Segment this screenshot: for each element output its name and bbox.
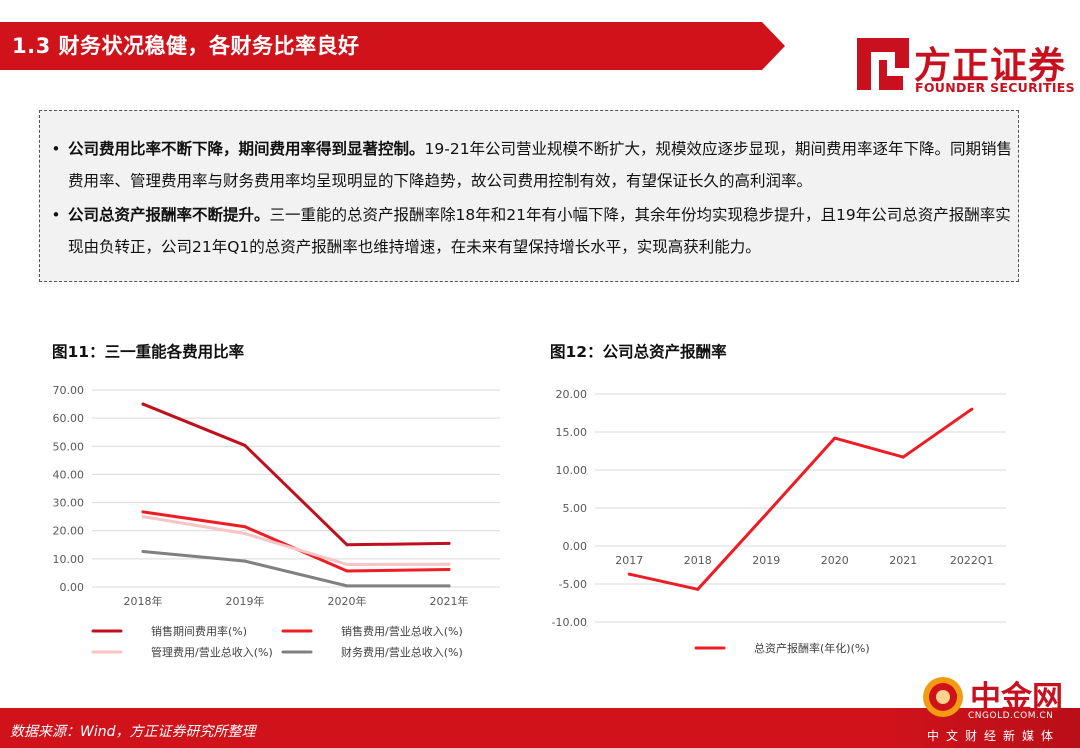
data-point: [141, 402, 145, 406]
y-tick-label: 10.00: [556, 464, 588, 477]
x-tick-label: 2019年: [226, 594, 265, 608]
y-tick-label: 40.00: [53, 468, 85, 481]
data-point: [627, 572, 631, 576]
x-tick-label: 2021年: [430, 594, 469, 608]
x-tick-label: 2021: [889, 554, 917, 567]
data-point: [345, 543, 349, 547]
y-tick-label: -5.00: [559, 578, 587, 591]
y-tick-label: 70.00: [53, 384, 85, 397]
bullet-dot-icon: •: [51, 140, 61, 158]
footer-bar: [0, 708, 1080, 748]
watermark-subtitle: 中文财经新媒体: [927, 729, 1061, 743]
data-point: [447, 584, 451, 588]
series-line-1: [627, 407, 974, 591]
y-tick-label: 30.00: [53, 497, 85, 510]
legend-label: 总资产报酬率(年化)(%): [754, 641, 870, 655]
source-note: 数据来源：Wind，方正证券研究所整理: [10, 724, 256, 740]
series-line-4: [141, 550, 451, 588]
data-point: [901, 455, 905, 459]
y-tick-label: 0.00: [60, 581, 85, 594]
bullet-text: 公司费用比率不断下降，期间费用率得到显著控制。19-21年公司营业规模不断扩大，…: [68, 133, 1023, 197]
y-tick-label: 5.00: [563, 502, 588, 515]
header-banner: [0, 22, 785, 70]
y-tick-label: 60.00: [53, 412, 85, 425]
x-tick-label: 2020年: [328, 594, 367, 608]
watermark-url: CNGOLD.COM.CN: [968, 711, 1054, 721]
y-tick-label: -10.00: [552, 616, 587, 629]
x-tick-label: 2022Q1: [950, 554, 994, 567]
bullet-text: 公司总资产报酬率不断提升。三一重能的总资产报酬率除18年和21年有小幅下降，其余…: [68, 199, 1023, 263]
series-line-3: [141, 515, 451, 566]
data-point: [447, 568, 451, 572]
data-point: [833, 436, 837, 440]
section-title: 1.3 财务状况稳健，各财务比率良好: [12, 34, 360, 58]
data-point: [141, 510, 145, 514]
data-point: [764, 512, 768, 516]
cngold-coin-icon: [923, 677, 963, 717]
data-point: [345, 562, 349, 566]
y-tick-label: 0.00: [563, 540, 588, 553]
chart1-title: 图11：三一重能各费用比率: [52, 343, 245, 361]
founder-logo-icon: [857, 38, 909, 90]
logo-name-cn: 方正证券: [914, 44, 1066, 87]
data-point: [141, 515, 145, 519]
legend-label: 财务费用/营业总收入(%): [341, 645, 463, 659]
data-point: [447, 562, 451, 566]
series-line-1: [141, 402, 451, 547]
data-point: [141, 550, 145, 554]
logo-name-en: FOUNDER SECURITIES: [915, 80, 1075, 95]
y-tick-label: 15.00: [556, 426, 588, 439]
data-point: [243, 532, 247, 536]
data-point: [970, 407, 974, 411]
bullet-lead: 公司费用比率不断下降，期间费用率得到显著控制。: [68, 140, 425, 158]
x-tick-label: 2017: [615, 554, 643, 567]
y-tick-label: 20.00: [53, 525, 85, 538]
y-tick-label: 50.00: [53, 440, 85, 453]
data-point: [696, 587, 700, 591]
data-point: [345, 584, 349, 588]
x-tick-label: 2018年: [124, 594, 163, 608]
data-point: [243, 559, 247, 563]
legend-label: 管理费用/营业总收入(%): [151, 645, 273, 659]
data-point: [447, 541, 451, 545]
y-tick-label: 10.00: [53, 553, 85, 566]
data-point: [243, 525, 247, 529]
x-tick-label: 2019: [752, 554, 780, 567]
bullet-lead: 公司总资产报酬率不断提升。: [68, 206, 270, 224]
bullet-dot-icon: •: [51, 206, 61, 224]
x-tick-label: 2020: [821, 554, 849, 567]
legend-label: 销售费用/营业总收入(%): [341, 624, 463, 638]
legend-label: 销售期间费用率(%): [151, 624, 247, 638]
summary-box: • 公司费用比率不断下降，期间费用率得到显著控制。19-21年公司营业规模不断扩…: [39, 110, 1019, 282]
chart2-title: 图12：公司总资产报酬率: [550, 343, 727, 361]
x-tick-label: 2018: [684, 554, 712, 567]
bullet-body: 19-21年公司营业规模不断扩大，规模效应逐步显现，期间费用率逐年下降。同期销售…: [68, 140, 1013, 190]
data-point: [243, 443, 247, 447]
data-point: [345, 569, 349, 573]
y-tick-label: 20.00: [556, 388, 588, 401]
bullet-body: 三一重能的总资产报酬率除18年和21年有小幅下降，其余年份均实现稳步提升，且19…: [68, 206, 1011, 256]
watermark-brand: 中金网: [970, 680, 1063, 716]
